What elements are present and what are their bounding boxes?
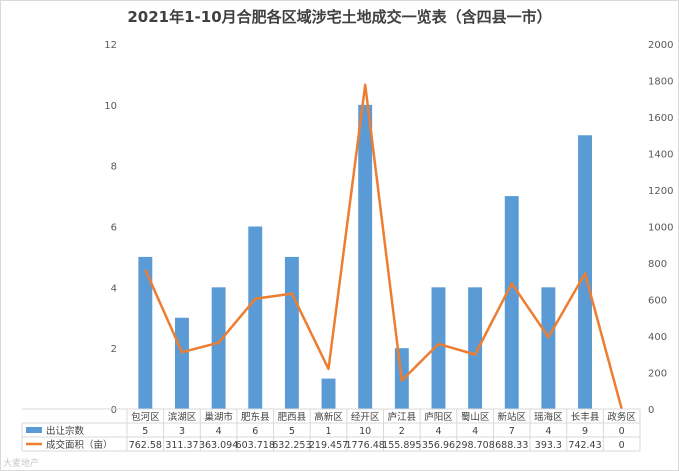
legend-swatch-bar xyxy=(26,427,42,433)
data-label: 1 xyxy=(326,426,332,437)
bar xyxy=(431,287,446,409)
category-label: 长丰县 xyxy=(571,411,600,423)
y-right-tick-label: 1800 xyxy=(648,77,673,88)
y-right-tick-label: 600 xyxy=(648,296,667,307)
category-label: 巢湖市 xyxy=(204,411,233,423)
data-label: 9 xyxy=(582,426,588,437)
data-label: 2 xyxy=(399,426,405,437)
data-label: 4 xyxy=(472,426,478,437)
data-label: 155.895 xyxy=(382,440,421,451)
legend-label: 出让宗数 xyxy=(46,425,85,437)
y-left-tick-label: 10 xyxy=(104,101,117,112)
y-right-tick-label: 0 xyxy=(648,405,654,416)
category-label: 新站区 xyxy=(497,411,526,423)
bar xyxy=(284,256,299,409)
bar xyxy=(578,135,592,409)
category-label: 滨湖区 xyxy=(168,411,197,423)
bar xyxy=(358,104,373,409)
data-label: 298.708 xyxy=(455,440,494,451)
data-label: 603.718 xyxy=(236,440,275,451)
bar xyxy=(175,317,189,409)
y-right-tick-label: 2000 xyxy=(648,40,673,51)
y-left-tick-label: 8 xyxy=(111,162,117,173)
category-label: 经开区 xyxy=(351,411,380,423)
y-right-tick-label: 200 xyxy=(648,369,667,380)
category-label: 瑶海区 xyxy=(534,411,563,423)
y-right-tick-label: 1200 xyxy=(648,186,673,197)
data-label: 5 xyxy=(142,426,148,437)
data-label: 5 xyxy=(289,426,295,437)
data-label: 363.094 xyxy=(199,440,238,451)
data-label: 0 xyxy=(619,426,625,437)
category-label: 政务区 xyxy=(607,411,636,423)
data-label: 1776.48 xyxy=(346,440,385,451)
data-label: 688.33 xyxy=(495,440,528,451)
legend-label: 成交面积（亩） xyxy=(46,439,113,451)
y-left-tick-label: 12 xyxy=(104,40,117,51)
data-label: 3 xyxy=(179,426,185,437)
data-label: 356.96 xyxy=(422,440,455,451)
data-label: 742.43 xyxy=(568,440,601,451)
bar xyxy=(468,287,483,409)
category-label: 肥西县 xyxy=(278,412,307,423)
data-label: 311.37 xyxy=(165,440,198,451)
y-left-tick-label: 0 xyxy=(111,405,117,416)
bar xyxy=(504,196,519,409)
bar xyxy=(138,256,153,409)
y-left-tick-label: 4 xyxy=(111,283,117,294)
y-right-tick-label: 400 xyxy=(648,332,667,343)
category-label: 蜀山区 xyxy=(461,412,490,423)
data-label: 4 xyxy=(216,426,222,437)
data-label: 4 xyxy=(435,426,441,437)
category-label: 庐江县 xyxy=(388,411,417,423)
area-line xyxy=(144,83,623,410)
data-label: 10 xyxy=(359,426,371,437)
y-right-tick-label: 1600 xyxy=(648,113,673,124)
data-label: 393.3 xyxy=(535,440,562,451)
data-label: 7 xyxy=(509,426,515,437)
watermark: 大麦地产 xyxy=(3,459,40,469)
bar xyxy=(211,287,226,409)
y-right-tick-label: 1000 xyxy=(648,223,673,234)
y-left-tick-label: 2 xyxy=(111,344,117,355)
data-label: 4 xyxy=(545,426,551,437)
category-label: 包河区 xyxy=(131,411,160,423)
data-label: 6 xyxy=(252,426,258,437)
data-label: 219.457 xyxy=(309,440,348,451)
data-label: 632.253 xyxy=(272,440,311,451)
category-label: 高新区 xyxy=(314,411,343,423)
y-left-tick-label: 6 xyxy=(111,223,117,234)
bar xyxy=(321,378,336,409)
data-label: 762.58 xyxy=(129,440,162,451)
chart-title: 2021年1-10月合肥各区域涉宅土地成交一览表（含四县一市） xyxy=(127,8,552,26)
bar xyxy=(541,287,556,409)
y-right-tick-label: 1400 xyxy=(648,150,673,161)
category-label: 肥东县 xyxy=(241,411,270,423)
data-label: 0 xyxy=(619,440,625,451)
y-right-tick-label: 800 xyxy=(648,259,667,270)
bar xyxy=(248,226,263,409)
category-label: 庐阳区 xyxy=(424,411,453,423)
